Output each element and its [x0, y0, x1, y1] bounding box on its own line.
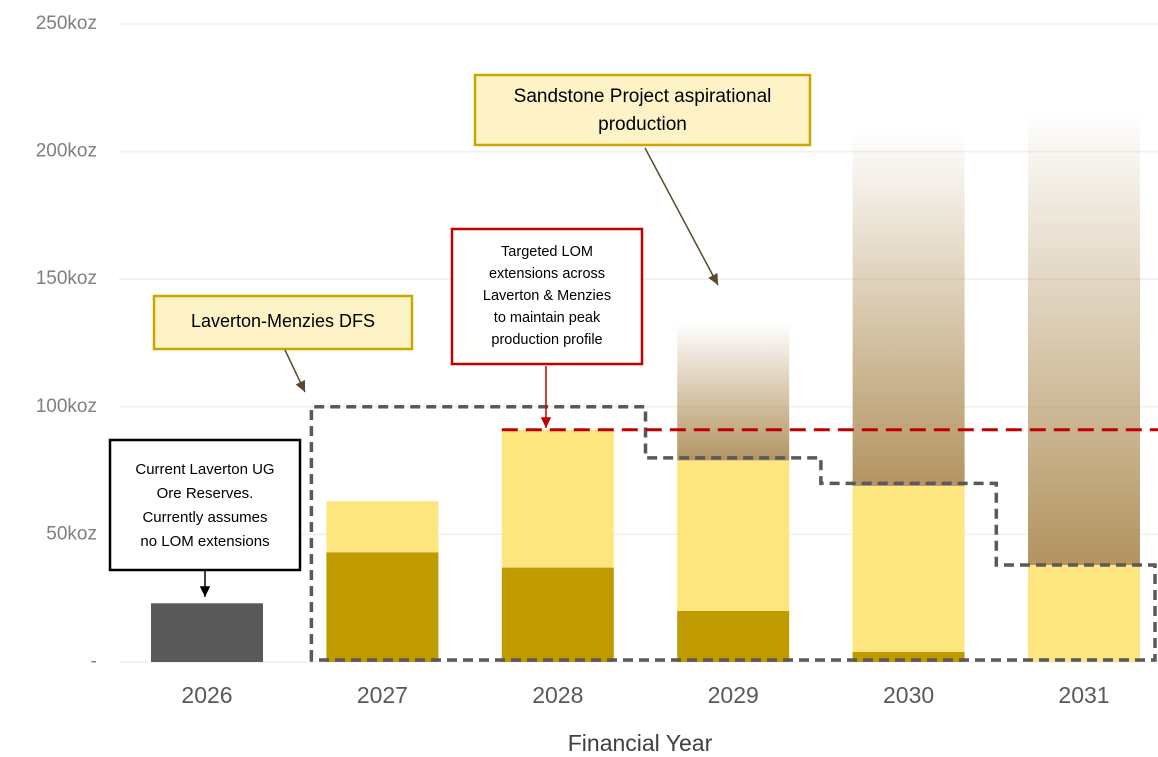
x-axis-label: Financial Year: [568, 730, 713, 756]
arrow-head: [295, 380, 306, 392]
annotation-box: [152, 294, 414, 351]
bar-segment: [677, 322, 790, 461]
x-tick-label: 2031: [1058, 682, 1109, 708]
y-tick-label: 200koz: [36, 141, 97, 162]
annotation-text: to maintain peak: [494, 310, 601, 326]
bar-segment: [852, 131, 965, 486]
annotation-text: Laverton-Menzies DFS: [191, 311, 375, 331]
bar-segment: [677, 460, 790, 611]
bar-segment: [501, 429, 614, 568]
annotation-text: Targeted LOM: [501, 244, 593, 260]
arrow-head: [199, 586, 211, 597]
annotation-text: Currently assumes: [142, 509, 267, 526]
annotation-text: production profile: [491, 332, 602, 348]
y-tick-label: 250koz: [36, 13, 97, 34]
bar-segment: [151, 603, 263, 662]
annotation-box: [450, 227, 644, 366]
y-tick-label: 150koz: [36, 268, 97, 289]
y-tick-label: -: [91, 651, 97, 672]
dfs-outline: [309, 405, 1157, 662]
annotation-arrow: [644, 147, 719, 286]
bar-segment: [852, 485, 965, 652]
annotation-box: [473, 73, 812, 147]
bar-segment: [326, 501, 439, 553]
x-tick-label: 2028: [532, 682, 583, 708]
y-tick-label: 100koz: [36, 396, 97, 417]
y-tick-label: 50koz: [46, 523, 97, 544]
bar-segment: [326, 552, 439, 662]
annotation-text: production: [598, 114, 687, 135]
bar-segment: [1028, 110, 1140, 566]
annotation-text: Sandstone Project aspirational: [514, 86, 772, 107]
x-tick-label: 2027: [357, 682, 408, 708]
annotation-text: Laverton & Menzies: [483, 288, 611, 304]
x-tick-label: 2030: [883, 682, 934, 708]
bar-segment: [1028, 565, 1140, 662]
annotation-box: [108, 438, 302, 572]
bar-segment: [677, 610, 790, 662]
x-tick-label: 2029: [708, 682, 759, 708]
bar-segment: [852, 651, 965, 662]
annotation-text: extensions across: [489, 266, 605, 282]
arrow-head: [708, 273, 718, 285]
annotation-text: Ore Reserves.: [157, 485, 254, 502]
bar-segment: [501, 567, 614, 662]
annotation-text: Current Laverton UG: [135, 461, 274, 478]
arrow-head: [540, 417, 552, 428]
annotation-text: no LOM extensions: [140, 533, 269, 550]
x-tick-label: 2026: [181, 682, 232, 708]
